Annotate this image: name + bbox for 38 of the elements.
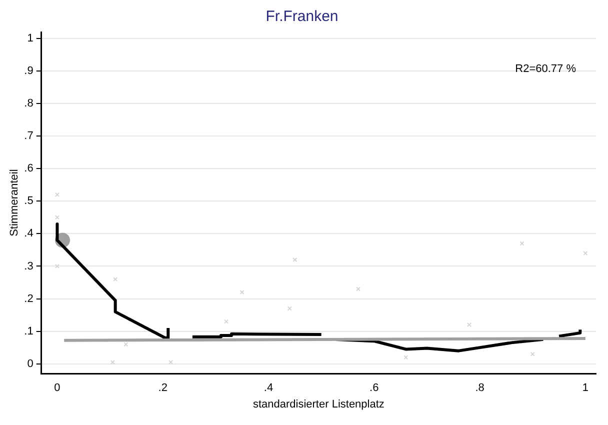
y-axis-title: Stimmeranteil	[8, 169, 21, 236]
point	[520, 241, 524, 246]
x-tick-label: .2	[158, 382, 168, 394]
point	[583, 250, 588, 256]
point	[466, 322, 472, 328]
chart-title: Fr.Franken	[266, 8, 338, 26]
point	[404, 355, 408, 360]
y-tick-label: .2	[24, 292, 34, 305]
point	[224, 319, 229, 324]
x-tick-label: 0	[54, 382, 60, 394]
x-tick-label: 1	[582, 382, 588, 394]
point	[356, 286, 361, 292]
point	[287, 306, 292, 311]
point	[124, 342, 128, 347]
x-tick-label: .8	[475, 382, 484, 394]
point	[168, 360, 174, 364]
point	[240, 290, 244, 295]
point	[54, 264, 60, 269]
y-tick-label: 1	[27, 32, 34, 45]
point	[530, 352, 535, 356]
y-tick-label: 0	[27, 358, 34, 370]
point	[54, 192, 60, 197]
point	[113, 276, 118, 282]
y-tick-label: .6	[24, 162, 34, 175]
y-tick-label: .7	[24, 130, 34, 142]
x-tick-label: .6	[370, 382, 379, 394]
point	[292, 257, 298, 262]
y-tick-label: .1	[24, 325, 34, 338]
y-tick-label: .3	[24, 260, 34, 272]
y-tick-label: .5	[24, 195, 34, 208]
x-tick-label: .4	[264, 382, 274, 394]
x-axis-title: standardisierter Listenplatz	[252, 398, 384, 410]
y-tick-label: .9	[24, 65, 34, 78]
y-tick-label: .8	[24, 98, 34, 110]
annotation: R2=60.77 %	[515, 63, 576, 75]
point	[54, 215, 60, 220]
y-tick-label: .4	[24, 228, 34, 240]
point	[110, 360, 115, 364]
